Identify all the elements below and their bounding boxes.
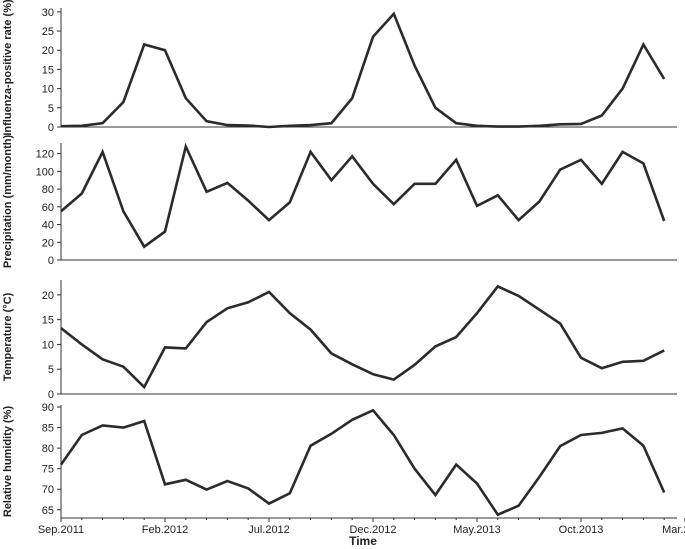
y-tick-label: 90 xyxy=(42,402,54,414)
y-tick-label: 0 xyxy=(48,122,54,134)
y-tick-label: 60 xyxy=(42,202,54,214)
x-axis-title: Time xyxy=(349,534,377,548)
y-tick-label: 10 xyxy=(42,84,54,96)
y-tick-label: 85 xyxy=(42,423,54,435)
y-tick-label: 25 xyxy=(42,26,54,38)
x-tick-label: Mar.2014 xyxy=(662,524,685,536)
x-tick-label: Dec.2012 xyxy=(349,524,396,536)
y-axis-title: Influenza-positive rate (%) xyxy=(2,0,14,136)
y-tick-label: 20 xyxy=(42,290,54,302)
y-tick-label: 0 xyxy=(48,389,54,401)
y-tick-label: 10 xyxy=(42,339,54,351)
series-line xyxy=(60,11,666,129)
y-tick-label: 0 xyxy=(48,255,54,267)
y-tick-label: 40 xyxy=(42,220,54,232)
y-tick-label: 30 xyxy=(42,7,54,19)
y-tick-label: 80 xyxy=(42,184,54,196)
series-line xyxy=(60,142,666,249)
panel-3: 0 5 10 15 20 Temperature (°C) xyxy=(2,280,677,401)
y-tick-label: 80 xyxy=(42,443,54,455)
y-tick-label: 15 xyxy=(42,64,54,76)
y-tick-label: 15 xyxy=(42,315,54,327)
y-tick-label: 100 xyxy=(36,166,54,178)
panel-1: 0 5 10 15 20 25 30 Influenza-positive rate (%) xyxy=(2,0,677,136)
series-line xyxy=(59,408,666,517)
y-tick-label: 70 xyxy=(42,484,54,496)
x-tick-label: Jul.2012 xyxy=(248,524,290,536)
y-tick-label: 20 xyxy=(42,237,54,249)
y-tick-label: 65 xyxy=(42,505,54,517)
x-tick-label: Oct.2013 xyxy=(559,524,604,536)
y-tick-label: 75 xyxy=(42,464,54,476)
y-tick-label: 120 xyxy=(36,149,54,161)
x-tick-label: Sep.2011 xyxy=(38,524,84,536)
y-axis-title: Relative humidity (%) xyxy=(2,406,14,518)
panel-4: 65 70 75 80 85 90 Relative humidity (%) xyxy=(2,402,677,519)
y-tick-label: 5 xyxy=(48,364,54,376)
series-line xyxy=(60,284,665,390)
y-axis-title: Temperature (°C) xyxy=(2,292,14,381)
x-tick-label: May.2013 xyxy=(453,524,501,536)
shared-x-axis: Sep.2011 Feb.2012 Jul.2012 Dec.2012 May.2013… xyxy=(38,518,685,536)
y-axis-title: Precipitation (mm/month) xyxy=(2,135,14,269)
x-tick-label: Feb.2012 xyxy=(142,524,188,536)
y-tick-label: 5 xyxy=(48,103,54,115)
panel-2: 0 20 40 60 80 100 120 Precipitation (mm/month) xyxy=(2,135,677,269)
y-tick-label: 20 xyxy=(42,45,54,57)
